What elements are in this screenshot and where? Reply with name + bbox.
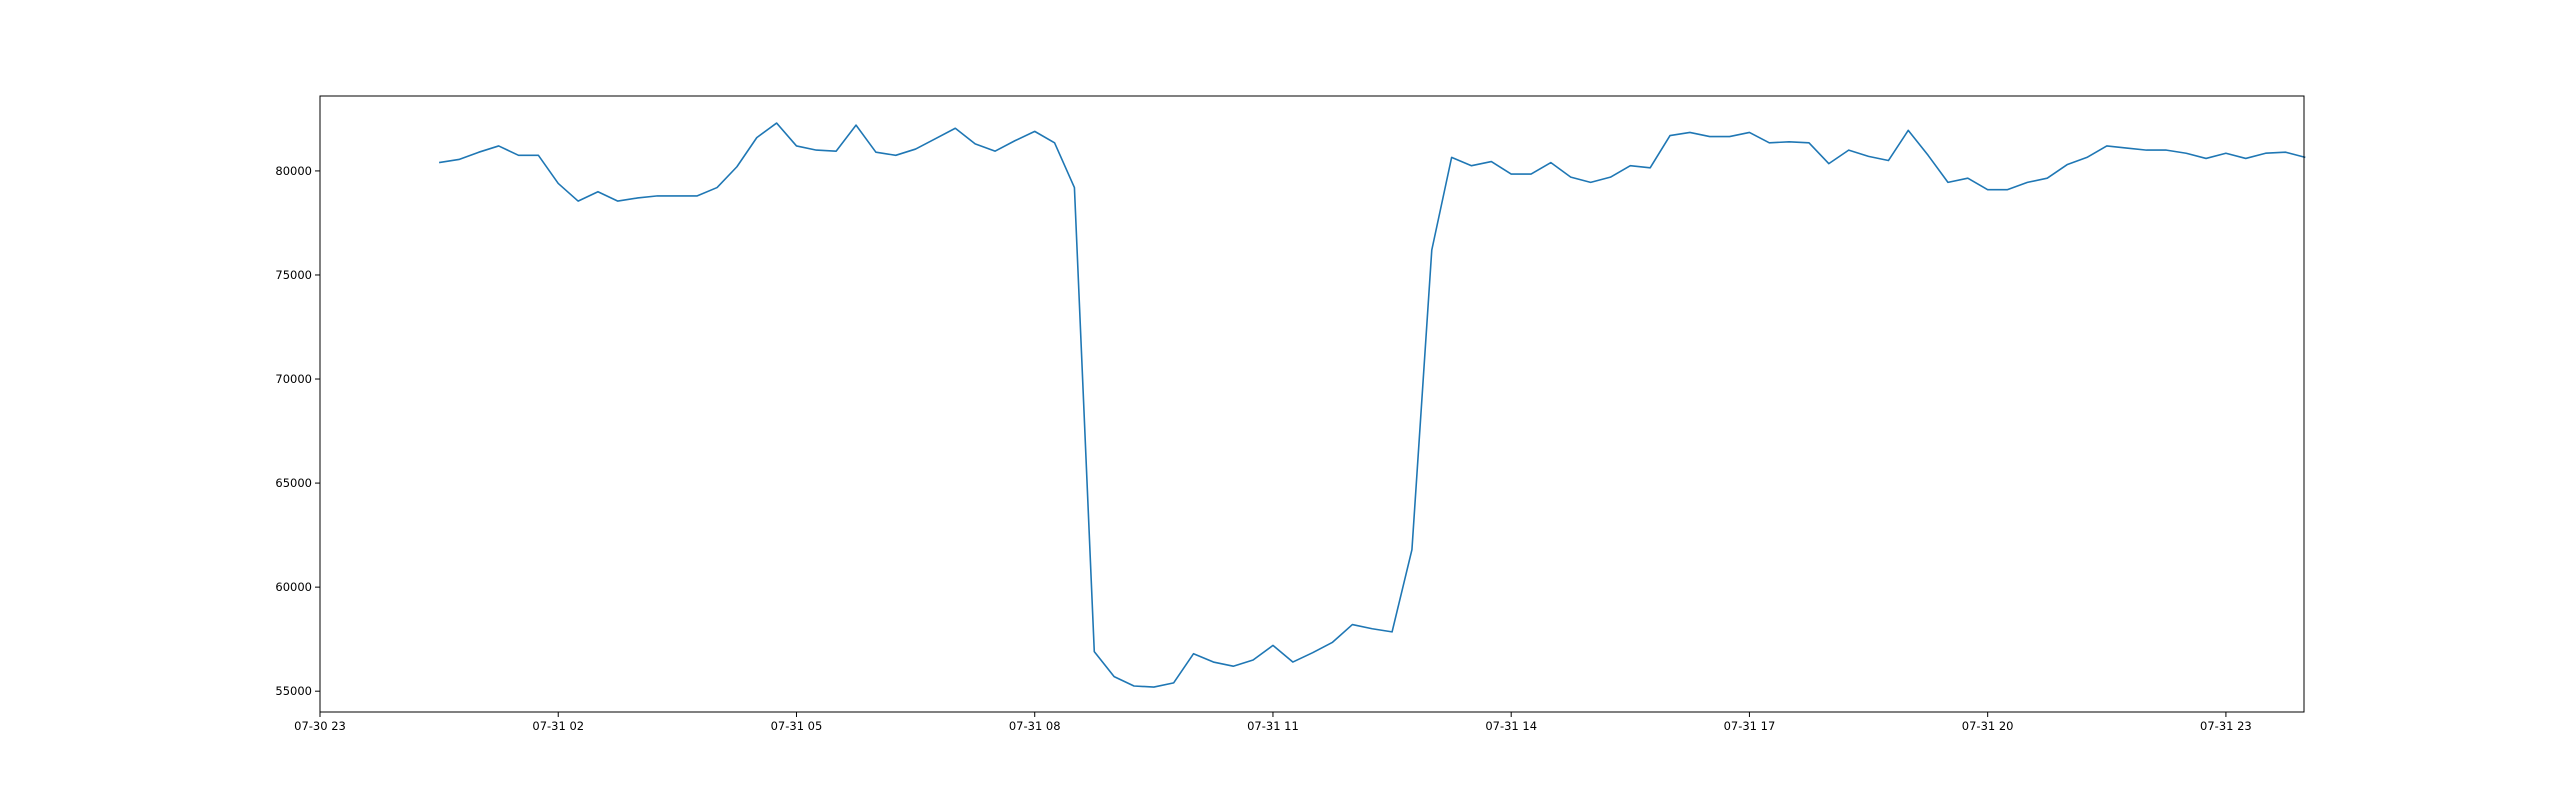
x-tick-label: 07-31 05 xyxy=(771,719,823,733)
y-tick-label: 55000 xyxy=(275,684,312,698)
y-tick-label: 70000 xyxy=(275,372,312,386)
x-tick-label: 07-31 23 xyxy=(2200,719,2252,733)
x-tick-label: 07-31 14 xyxy=(1485,719,1537,733)
axes: 07-30 23 07-31 02 07-31 05 07-31 08 07-31 11… xyxy=(275,96,2304,733)
y-tick-label: 80000 xyxy=(275,164,312,178)
y-tick-label: 60000 xyxy=(275,580,312,594)
x-tick-label: 07-31 11 xyxy=(1247,719,1299,733)
x-tick-label: 07-31 20 xyxy=(1962,719,2014,733)
y-tick-label: 75000 xyxy=(275,268,312,282)
x-tick-label: 07-31 08 xyxy=(1009,719,1061,733)
plot-frame xyxy=(320,96,2304,712)
y-tick-label: 65000 xyxy=(275,476,312,490)
series-line-0 xyxy=(439,123,2305,687)
x-tick-label: 07-30 23 xyxy=(294,719,346,733)
x-tick-label: 07-31 17 xyxy=(1724,719,1776,733)
x-tick-label: 07-31 02 xyxy=(532,719,584,733)
plot-marks xyxy=(439,123,2305,687)
